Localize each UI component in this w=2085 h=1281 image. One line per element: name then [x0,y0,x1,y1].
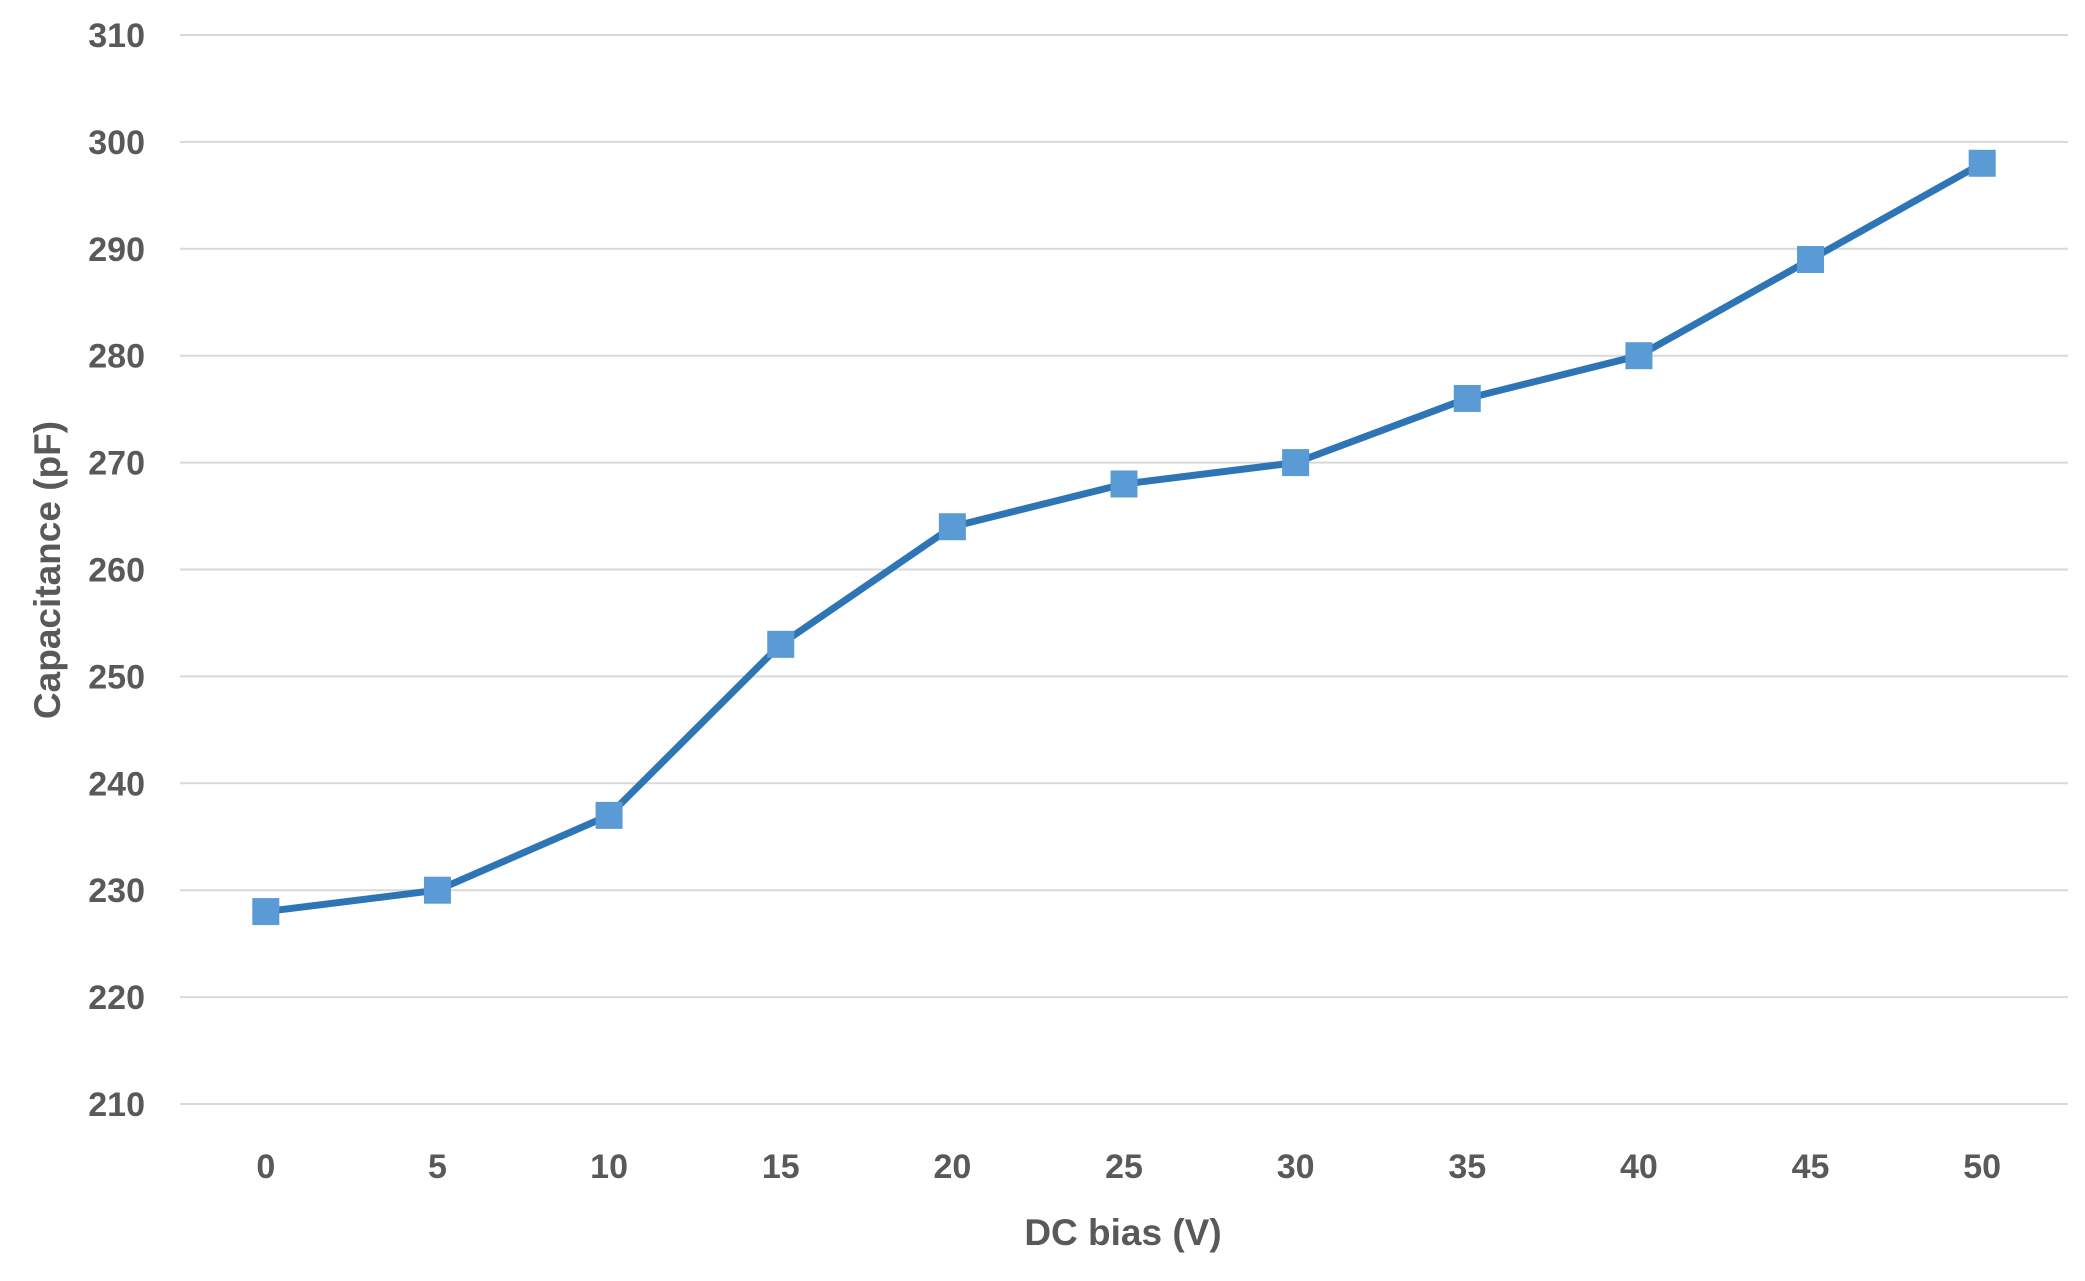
series-line [262,159,1986,916]
y-tick-label: 270 [88,445,145,483]
x-axis-ticks: 0 5 10 15 20 25 30 35 40 45 50 [256,1148,2001,1186]
data-point-marker [938,513,966,541]
x-tick-label: 0 [256,1148,275,1186]
data-point-marker [1282,449,1310,477]
y-tick-label: 310 [88,17,145,55]
x-tick-label: 30 [1277,1148,1315,1186]
data-point-marker [1797,245,1825,273]
series-layer [252,149,1996,926]
x-tick-label: 20 [933,1148,971,1186]
x-axis-title: DC bias (V) [1024,1212,1221,1253]
x-tick-label: 40 [1620,1148,1658,1186]
data-point-marker [595,801,623,829]
data-point-marker [1968,149,1996,177]
data-point-marker [767,630,795,658]
x-tick-label: 25 [1105,1148,1143,1186]
x-tick-label: 45 [1792,1148,1830,1186]
data-point-marker [423,876,451,904]
y-axis-ticks: 210 220 230 240 250 260 270 280 290 300 310 [88,17,145,1124]
data-point-marker [252,898,280,926]
y-tick-label: 260 [88,552,145,590]
data-point-marker [1453,384,1481,412]
gridlines [180,34,2068,1105]
y-tick-label: 210 [88,1086,145,1124]
data-point-marker [1625,342,1653,370]
x-tick-label: 15 [762,1148,800,1186]
y-tick-label: 290 [88,231,145,269]
x-tick-label: 35 [1448,1148,1486,1186]
y-tick-label: 230 [88,872,145,910]
x-tick-label: 10 [590,1148,628,1186]
y-tick-label: 280 [88,338,145,376]
x-tick-label: 5 [428,1148,447,1186]
y-tick-label: 220 [88,979,145,1017]
y-tick-label: 300 [88,124,145,162]
x-tick-label: 50 [1963,1148,2001,1186]
data-point-marker [1110,470,1138,498]
y-tick-label: 240 [88,765,145,803]
y-axis-title: Capacitance (pF) [27,421,68,719]
y-tick-label: 250 [88,658,145,696]
